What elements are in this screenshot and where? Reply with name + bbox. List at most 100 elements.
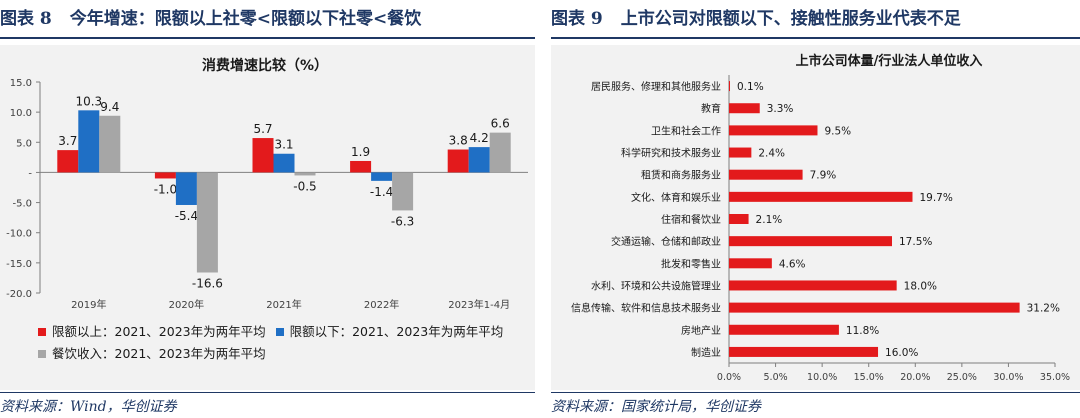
legend-swatch-catering (38, 350, 46, 358)
y-tick-label: 15.0 (10, 78, 32, 89)
figure-9-header: 图表 9 上市公司对限额以下、接触性服务业代表不足 (551, 5, 1080, 33)
x-tick-label: 10.0% (807, 372, 837, 383)
figure-9-chart-area: 上市公司体量/行业法人单位收入 0.0% 5.0% 10.0% 15.0% 20.0% 25… (551, 45, 1080, 390)
figure-8-header-rule (0, 37, 535, 39)
legend-item-catering: 餐饮收入：2021、2023年为两年平均 (38, 343, 266, 362)
bar (729, 324, 839, 335)
x-tick-label: 5.0% (764, 372, 788, 383)
x-category-label: 2019年 (71, 298, 106, 311)
x-category-label: 2023年1-4月 (448, 298, 510, 311)
bar (371, 172, 393, 181)
figure-9-panel: 图表 9 上市公司对限额以下、接触性服务业代表不足 上市公司体量/行业法人单位收入… (551, 0, 1080, 418)
bar (447, 149, 469, 173)
bar (729, 302, 1020, 313)
bar-value-label: -16.6 (192, 277, 223, 291)
consumption-growth-chart: 消费增速比较（%） 15.0 10.0 5.0 - -5.0 -10.0 -15.0 -20.0… (6, 57, 528, 311)
bar-value-label: 3.8 (449, 134, 468, 148)
figure-9-label: 图表 9 (551, 9, 603, 29)
y-category-label: 租赁和商务服务业 (641, 169, 721, 182)
bar-value-label: 11.8% (846, 325, 879, 337)
x-category-label: 2021年 (266, 298, 301, 311)
bar (154, 172, 176, 179)
figure-9-title: 上市公司对限额以下、接触性服务业代表不足 (620, 9, 961, 29)
figure-8-header: 图表 8 今年增速：限额以上社零<限额以下社零<餐饮 (0, 5, 535, 33)
legend-swatch-below-quota (275, 328, 284, 336)
x-tick-label: 15.0% (854, 372, 884, 383)
y-category-label: 科学研究和技术服务业 (621, 147, 721, 160)
bar (350, 160, 372, 173)
bar (99, 115, 121, 173)
legend-label-catering: 餐饮收入：2021、2023年为两年平均 (52, 346, 266, 361)
figure-9-header-rule (551, 37, 1080, 39)
bar (729, 280, 897, 291)
bar-value-label: 31.2% (1027, 303, 1060, 315)
bar (252, 138, 274, 173)
bar-value-label: 3.7 (58, 134, 77, 148)
bar (468, 147, 490, 173)
figure-8-source: 资料来源：Wind，华创证券 (0, 399, 177, 415)
legend-swatch-above-quota (38, 328, 46, 336)
figure-8-label: 图表 8 (0, 9, 52, 29)
bar (729, 191, 913, 202)
bar (729, 103, 760, 114)
bar (489, 132, 511, 173)
figure-9-footer-rule (551, 392, 1080, 393)
bar-value-label: 3.3% (767, 103, 794, 115)
y-category-label: 水利、环境和公共设施管理业 (591, 279, 721, 292)
bar-value-label: -0.5 (293, 179, 316, 193)
bar-value-label: 0.1% (737, 81, 764, 93)
x-tick-label: 20.0% (900, 372, 930, 383)
y-category-label: 批发和零售业 (661, 257, 721, 270)
bar (729, 346, 879, 357)
bar-value-label: 4.2 (470, 131, 489, 145)
bar-value-label: 16.0% (885, 347, 918, 359)
legend-row-2: 餐饮收入：2021、2023年为两年平均 (38, 343, 272, 362)
y-tick-label: -5.0 (12, 199, 32, 210)
y-category-label: 信息传输、软件和信息技术服务业 (571, 302, 721, 315)
y-tick-label: 10.0 (10, 108, 32, 119)
bar-value-label: 5.7 (253, 122, 272, 136)
bar (175, 172, 197, 205)
figure-9-source: 资料来源：国家统计局，华创证券 (551, 399, 761, 415)
x-tick-label: 30.0% (993, 372, 1023, 383)
bar (729, 236, 892, 247)
bar-value-label: 9.4 (100, 100, 119, 114)
bar-value-label: 3.1 (274, 138, 293, 152)
legend-label-below-quota: 限额以下：2021、2023年为两年平均 (289, 324, 504, 339)
bar (729, 147, 752, 158)
chart-title: 上市公司体量/行业法人单位收入 (796, 53, 983, 69)
bar-value-label: 9.5% (824, 125, 851, 137)
bar-value-label: 19.7% (919, 192, 952, 204)
bar (392, 172, 414, 211)
x-tick-label: 25.0% (947, 372, 977, 383)
y-tick-label: - (28, 168, 32, 179)
y-tick-label: -15.0 (6, 259, 32, 270)
y-tick-label: 5.0 (16, 138, 32, 149)
y-category-label: 文化、体育和娱乐业 (631, 191, 721, 204)
y-category-label: 房地产业 (681, 324, 721, 337)
x-tick-label: 0.0% (717, 372, 741, 383)
legend-item-below-quota: 限额以下：2021、2023年为两年平均 (275, 321, 504, 340)
figure-8-title: 今年增速：限额以上社零<限额以下社零<餐饮 (69, 9, 422, 29)
y-category-label: 卫生和社会工作 (651, 124, 721, 137)
legend-row-1: 限额以上：2021、2023年为两年平均 限额以下：2021、2023年为两年平… (38, 321, 509, 340)
y-category-label: 制造业 (691, 346, 721, 359)
bar-value-label: 17.5% (899, 236, 932, 248)
bar-value-label: 2.1% (756, 214, 783, 226)
bar-value-label: 4.6% (779, 258, 806, 270)
figure-8-chart-area: 消费增速比较（%） 15.0 10.0 5.0 - -5.0 -10.0 -15.0 -20.0… (0, 45, 535, 390)
y-category-label: 住宿和餐饮业 (661, 213, 721, 226)
bar (78, 110, 100, 173)
y-tick-label: -10.0 (6, 229, 32, 240)
listed-company-ratio-chart: 上市公司体量/行业法人单位收入 0.0% 5.0% 10.0% 15.0% 20.0% 25… (571, 53, 1070, 383)
bar-value-label: 7.9% (810, 170, 837, 182)
bar-value-label: 18.0% (904, 280, 937, 292)
bar (196, 172, 218, 273)
bar-value-label: 10.3 (75, 94, 102, 108)
y-category-label: 居民服务、修理和其他服务业 (591, 80, 721, 93)
bar-value-label: 1.9 (351, 145, 370, 159)
bar (729, 258, 772, 269)
y-category-label: 教育 (701, 102, 721, 115)
figure-8-footer-rule (0, 392, 535, 393)
bar-value-label: -1.4 (370, 185, 393, 199)
